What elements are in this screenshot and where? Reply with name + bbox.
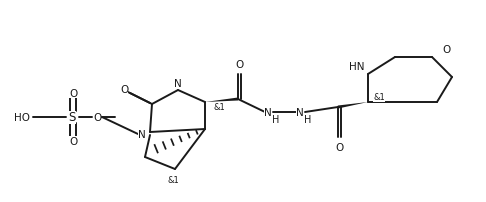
Text: &1: &1: [167, 176, 179, 185]
Text: N: N: [174, 79, 182, 88]
Text: HO: HO: [14, 113, 30, 122]
Text: H: H: [304, 115, 312, 124]
Polygon shape: [205, 98, 238, 102]
Text: O: O: [69, 136, 77, 146]
Text: O: O: [93, 113, 101, 122]
Text: &1: &1: [373, 93, 385, 102]
Text: O: O: [442, 45, 450, 55]
Text: H: H: [272, 115, 279, 124]
Text: N: N: [138, 129, 146, 139]
Polygon shape: [338, 102, 368, 109]
Text: O: O: [120, 85, 128, 95]
Text: N: N: [264, 107, 272, 117]
Text: O: O: [335, 142, 343, 152]
Text: O: O: [235, 60, 243, 70]
Text: HN: HN: [348, 62, 364, 72]
Text: O: O: [69, 88, 77, 99]
Text: N: N: [296, 107, 304, 117]
Text: S: S: [69, 111, 76, 124]
Text: &1: &1: [213, 102, 225, 111]
